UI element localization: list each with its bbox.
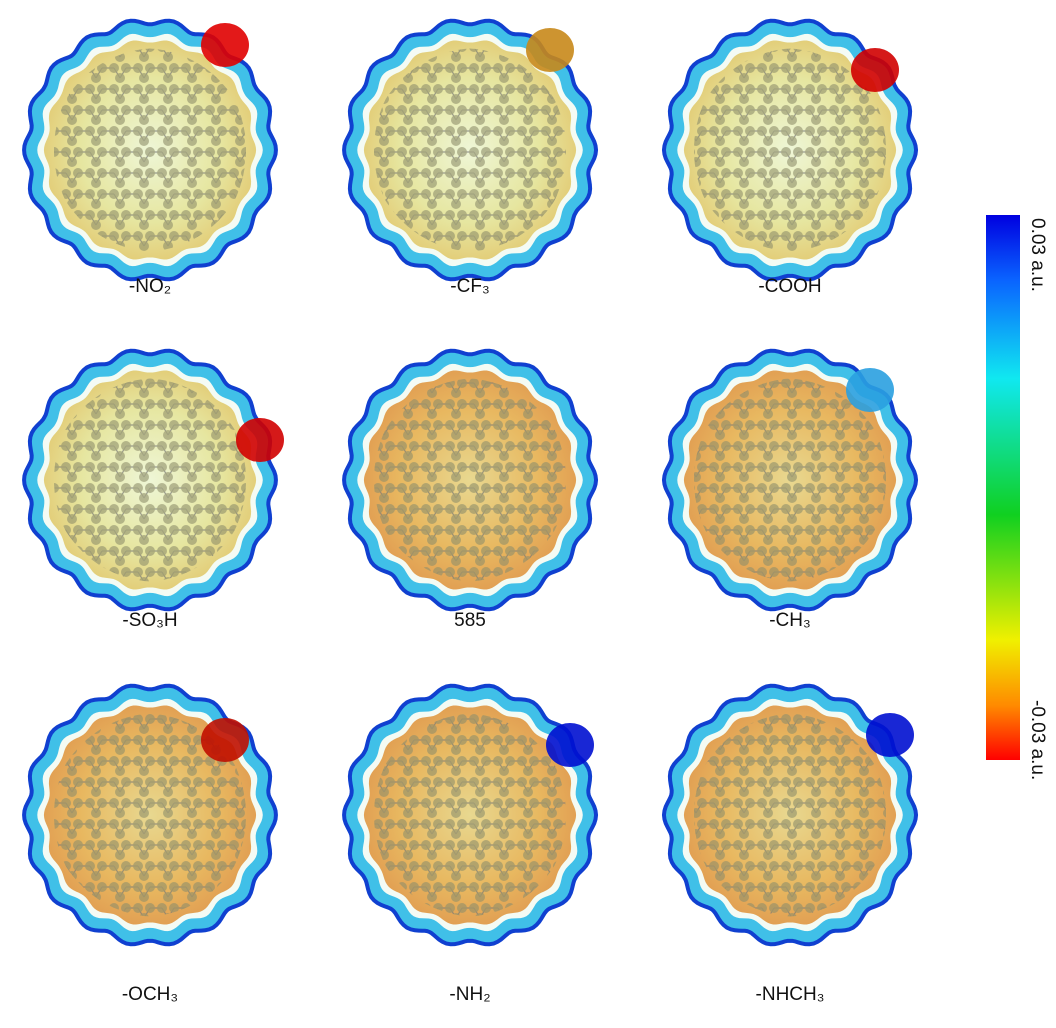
esp-map: -NH₂ — [349, 691, 594, 1005]
colorbar — [986, 215, 1020, 760]
esp-map: -NO₂ — [29, 23, 271, 297]
panel-label: -SO₃H — [122, 610, 177, 631]
panel-label: -CF₃ — [450, 276, 489, 297]
substituent-lobe — [846, 368, 894, 412]
esp-map: -SO₃H — [29, 356, 284, 631]
figure: -NO₂ -CF₃ -COOH -SO₃H 585 -CH₃ -OCH₃ -NH₂ -NHCH₃… — [0, 0, 1056, 1023]
panel-label: -CH₃ — [769, 610, 811, 631]
substituent-lobe — [851, 48, 899, 92]
atoms — [374, 714, 566, 917]
colorbar-bottom-label: -0.03 a.u. — [1027, 700, 1048, 780]
esp-map: -NHCH₃ — [669, 691, 914, 1005]
substituent-lobe — [236, 418, 284, 462]
esp-map: -CH₃ — [669, 356, 911, 631]
colorbar-top-label: 0.03 a.u. — [1027, 218, 1048, 292]
panel-label: -NO₂ — [129, 276, 171, 297]
substituent-lobe — [866, 713, 914, 757]
panel-label: -NHCH₃ — [756, 984, 825, 1005]
esp-map: 585 — [349, 356, 591, 631]
substituent-lobe — [526, 28, 574, 72]
substituent-lobe — [546, 723, 594, 767]
atoms — [694, 714, 886, 917]
map-grid: -NO₂ -CF₃ -COOH -SO₃H 585 -CH₃ -OCH₃ -NH₂ -NHCH₃ — [29, 23, 914, 1005]
panel-label: -OCH₃ — [122, 984, 178, 1005]
atoms — [694, 379, 886, 582]
atoms — [374, 49, 566, 252]
atoms — [54, 49, 246, 252]
atoms — [374, 379, 566, 582]
panel-label: -NH₂ — [449, 984, 490, 1005]
esp-map: -OCH₃ — [29, 691, 271, 1005]
esp-map: -CF₃ — [349, 26, 591, 297]
substituent-lobe — [201, 23, 249, 67]
panel-label: 585 — [454, 610, 486, 631]
esp-map: -COOH — [669, 26, 911, 297]
substituent-lobe — [201, 718, 249, 762]
atoms — [54, 379, 246, 582]
panel-label: -COOH — [758, 276, 821, 297]
